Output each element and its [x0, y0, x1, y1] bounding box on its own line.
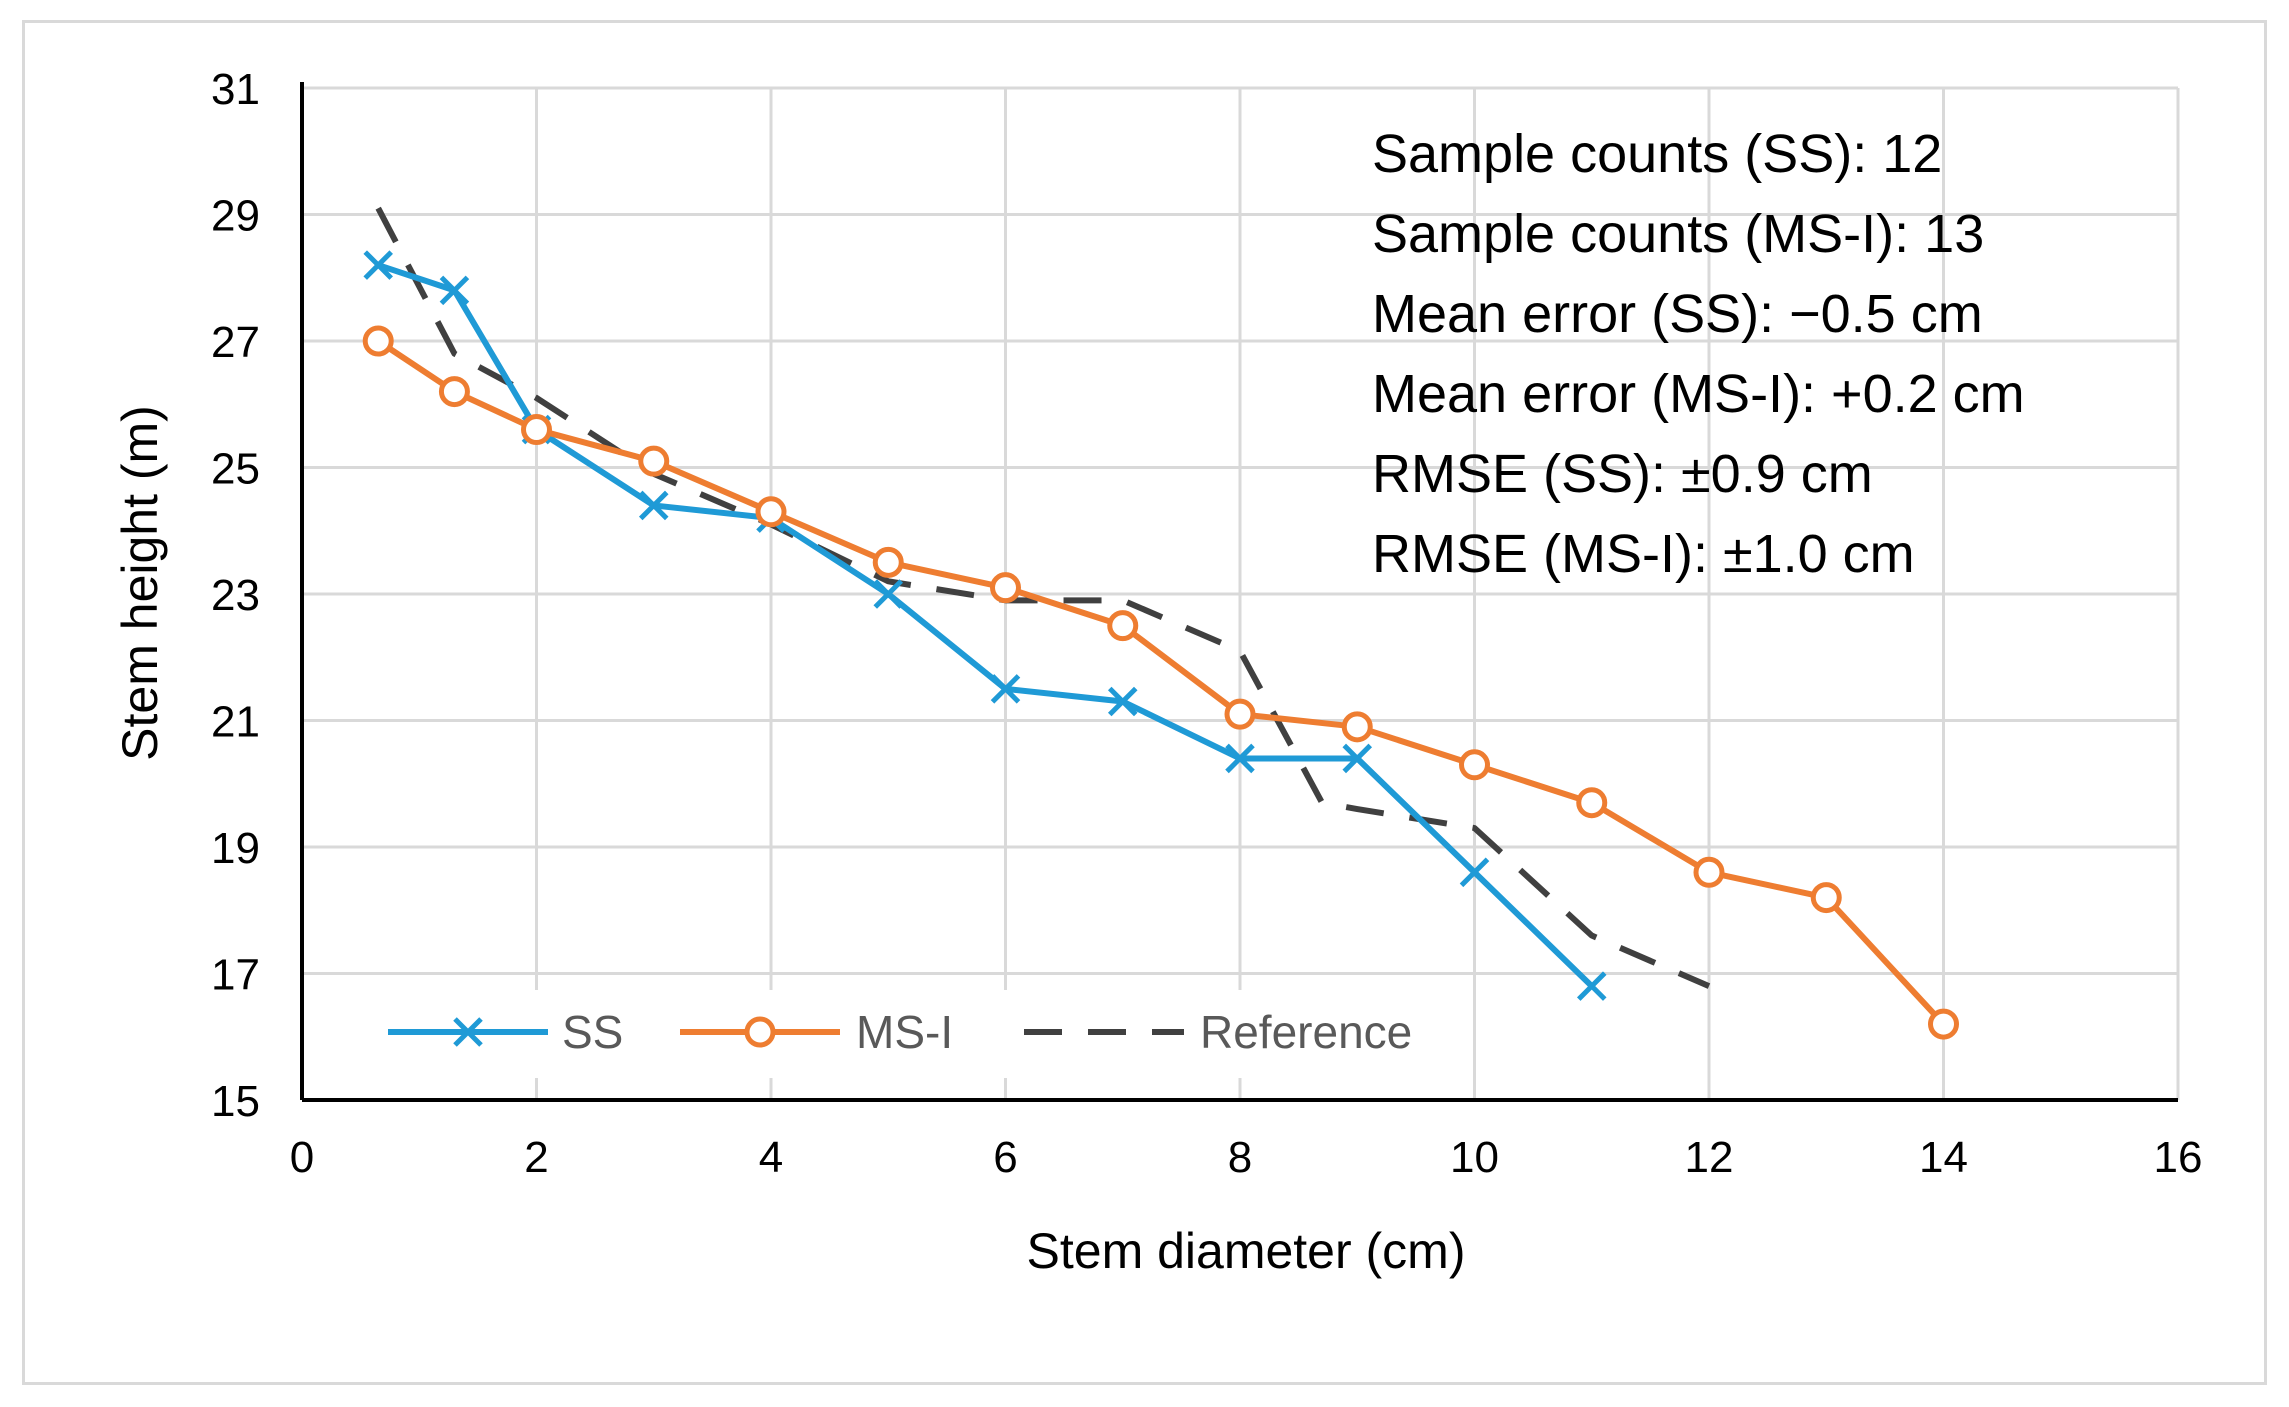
- x-tick-label: 6: [993, 1133, 1017, 1182]
- annotation-rmse-msi: RMSE (MS-I): ±1.0 cm: [1372, 524, 1915, 584]
- x-tick-label: 2: [524, 1133, 548, 1182]
- data-point-ss: [1107, 686, 1138, 717]
- series-line-ss: [377, 262, 1594, 989]
- x-tick-label: 12: [1685, 1133, 1734, 1182]
- data-point-ms-i: [1459, 749, 1490, 781]
- y-tick-label: 17: [211, 951, 260, 1000]
- y-tick-label: 15: [211, 1077, 260, 1126]
- y-tick-label: 27: [211, 318, 260, 367]
- x-tick-label: 16: [2154, 1133, 2203, 1182]
- legend-marker-ss-x-icon: [453, 1017, 483, 1047]
- data-point-ms-i: [362, 325, 394, 357]
- annotation-mean-error-ss: Mean error (SS): −0.5 cm: [1372, 284, 1983, 344]
- y-tick-label: 21: [211, 698, 260, 747]
- data-point-ms-i: [638, 445, 670, 477]
- legend-marker-msi-circle-icon: [744, 1016, 776, 1048]
- y-tick-label: 23: [211, 571, 260, 620]
- data-point-ss: [638, 490, 669, 521]
- series-group: [362, 206, 1959, 1040]
- data-point-ms-i: [872, 546, 904, 578]
- data-point-ms-i: [1693, 856, 1725, 888]
- annotation-sample-count-msi: Sample counts (MS-I): 13: [1372, 204, 1984, 264]
- data-point-ss: [1342, 743, 1373, 774]
- data-point-ms-i: [438, 376, 470, 408]
- y-tick-label: 29: [211, 192, 260, 241]
- x-tick-labels: 0 2 4 6 8 10 12 14 16: [290, 1133, 2203, 1182]
- data-point-ss: [1576, 971, 1607, 1001]
- series-ms-i: [362, 325, 1959, 1040]
- y-tick-label: 19: [211, 824, 260, 873]
- data-point-ss: [990, 674, 1021, 704]
- axes: [300, 82, 2178, 1102]
- legend-label-reference: Reference: [1200, 1006, 1412, 1058]
- data-point-ms-i: [1224, 698, 1256, 730]
- y-axis-title: Stem height (m): [112, 405, 168, 761]
- y-tick-label: 25: [211, 445, 260, 494]
- data-point-ss: [439, 275, 470, 306]
- annotation-sample-count-ss: Sample counts (SS): 12: [1372, 124, 1942, 184]
- data-point-ss: [1459, 857, 1490, 888]
- chart-frame: [22, 20, 2267, 1385]
- x-axis-title: Stem diameter (cm): [1027, 1223, 1466, 1279]
- data-point-ms-i: [1810, 882, 1842, 914]
- data-point-ms-i: [1576, 787, 1608, 819]
- y-tick-label: 31: [211, 65, 260, 114]
- data-point-ms-i: [1341, 711, 1373, 743]
- data-point-ss: [1225, 743, 1255, 774]
- legend-background: [380, 990, 1440, 1078]
- x-tick-label: 4: [759, 1133, 783, 1182]
- data-point-ms-i: [1107, 610, 1139, 642]
- data-point-ss: [363, 250, 393, 280]
- x-tick-label: 8: [1228, 1133, 1252, 1182]
- annotation-rmse-ss: RMSE (SS): ±0.9 cm: [1372, 444, 1873, 504]
- data-point-ss: [873, 579, 904, 609]
- y-tick-labels: 15 17 19 21 23 25 27 29 31: [211, 65, 260, 1126]
- series-line-reference: [375, 206, 1711, 989]
- data-point-ms-i: [1928, 1008, 1959, 1040]
- annotation-mean-error-msi: Mean error (MS-I): +0.2 cm: [1372, 364, 2025, 424]
- legend: SS MS-I Reference: [380, 990, 1440, 1078]
- data-point-ms-i: [990, 572, 1021, 604]
- stats-annotation: Sample counts (SS): 12 Sample counts (MS…: [1372, 124, 2025, 584]
- legend-label-msi: MS-I: [856, 1006, 953, 1058]
- data-point-ms-i: [755, 496, 787, 528]
- x-tick-label: 10: [1450, 1133, 1499, 1182]
- data-point-ms-i: [521, 414, 552, 446]
- series-reference: [375, 206, 1711, 989]
- x-tick-label: 0: [290, 1133, 314, 1182]
- x-tick-label: 14: [1919, 1133, 1968, 1182]
- legend-label-ss: SS: [562, 1006, 623, 1058]
